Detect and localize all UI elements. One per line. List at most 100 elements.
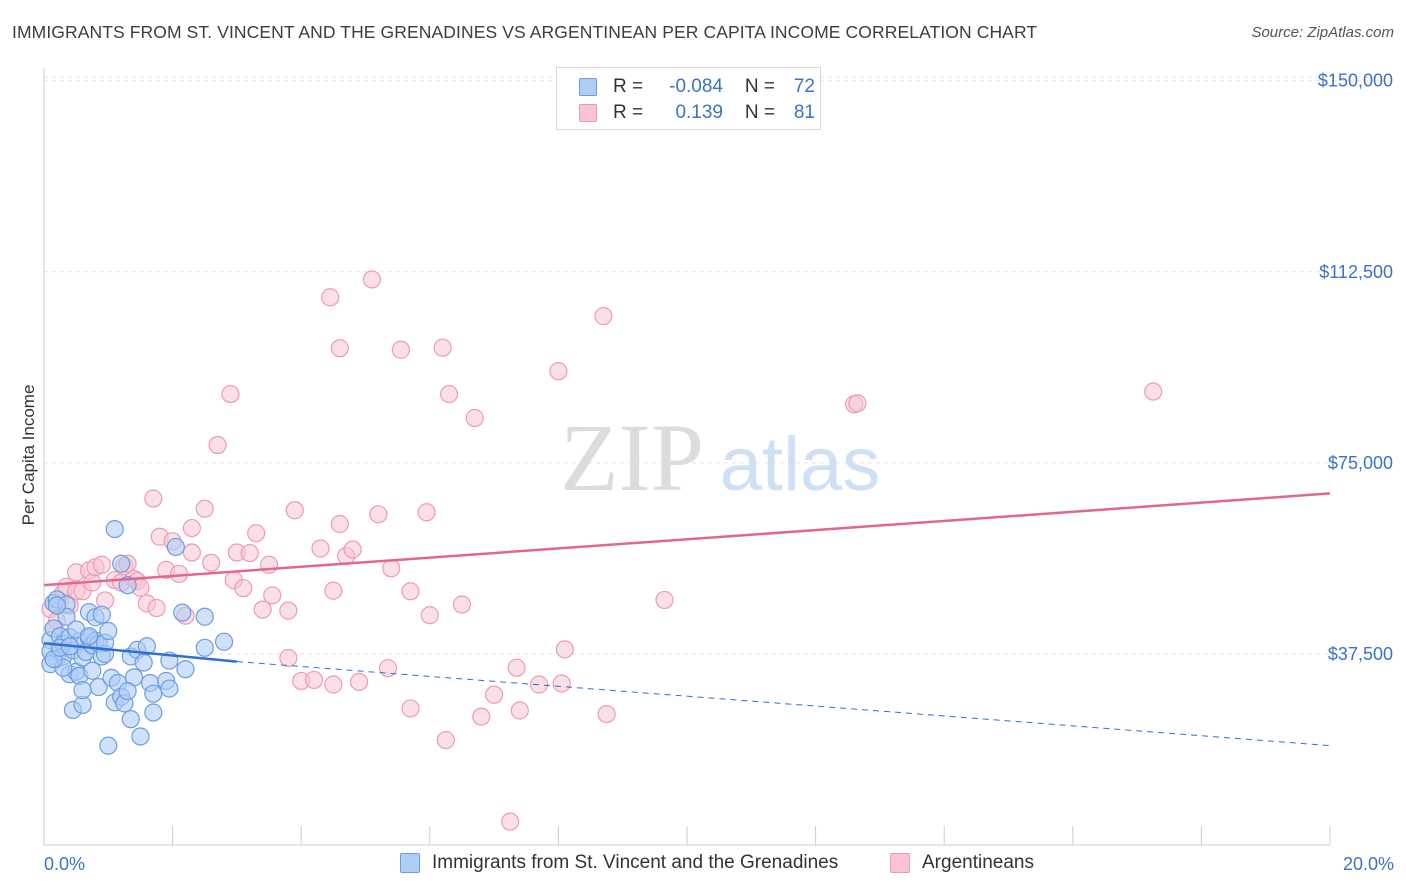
argentineans-point <box>147 598 166 618</box>
argentineans-point <box>401 699 420 718</box>
argentineans-point <box>420 606 439 625</box>
legend-row-blue: R = -0.084 N = 72 <box>579 75 815 99</box>
argentineans-point <box>240 543 259 563</box>
svg-immigrants-points <box>41 519 234 755</box>
argentineans-point <box>472 707 491 726</box>
argentineans-point <box>247 524 266 543</box>
argentineans-point <box>417 503 436 522</box>
argentineans-point <box>234 579 253 598</box>
immigrants-point <box>105 519 124 539</box>
argentineans-point <box>279 601 298 620</box>
y-tick-label: $75,000 <box>1328 453 1393 473</box>
argentineans-point <box>1144 382 1163 401</box>
argentineans-point <box>324 581 343 600</box>
immigrants-point <box>99 621 118 641</box>
series-legend: Immigrants from St. Vincent and the Gren… <box>0 852 1406 876</box>
argentineans-points <box>41 270 1163 831</box>
y-axis-label: Per Capita Income <box>19 385 38 526</box>
argentineans-point <box>501 812 520 831</box>
legend-n-label: N = <box>744 76 775 97</box>
legend-row-pink: R = 0.139 N = 81 <box>579 101 815 125</box>
argentineans-point <box>330 514 349 534</box>
immigrants-point <box>118 682 137 701</box>
immigrants-point <box>112 554 131 573</box>
argentineans-point <box>382 559 401 578</box>
legend-swatch-pink <box>579 104 597 122</box>
y-tick-label: $112,500 <box>1319 262 1393 282</box>
legend-r-label: R = <box>613 102 644 123</box>
argentineans-point <box>311 539 330 558</box>
argentineans-point <box>362 270 382 289</box>
watermark-zip: ZIP <box>560 404 704 511</box>
immigrants-point <box>176 660 195 679</box>
immigrants-point <box>47 596 66 615</box>
argentineans-point <box>465 408 484 428</box>
argentineans-point <box>92 555 111 574</box>
immigrants-point <box>195 607 214 626</box>
argentineans-point <box>285 501 304 520</box>
argentineans-point <box>263 586 282 605</box>
immigrants-point <box>166 537 185 557</box>
argentineans-point <box>321 288 340 307</box>
argentineans-point <box>279 648 298 668</box>
argentineans-point <box>436 730 455 750</box>
source-label: Source: ZipAtlas.com <box>1251 24 1394 41</box>
series-legend-blue[interactable]: Immigrants from St. Vincent and the Gren… <box>400 852 838 874</box>
legend-r-value: 0.139 <box>675 102 723 123</box>
argentineans-point <box>555 640 574 659</box>
legend-r-label: R = <box>613 76 644 97</box>
correlation-legend: R = -0.084 N = 72 R = 0.139 N = 81 <box>556 67 821 130</box>
immigrants-point <box>121 710 140 729</box>
y-tick-labels: $37,500 $75,000 $112,500 $150,000 <box>1318 71 1393 664</box>
immigrants-point <box>160 679 179 698</box>
immigrants-point <box>99 736 118 755</box>
immigrants-point <box>118 576 137 595</box>
argentineans-point <box>182 518 201 538</box>
immigrants-point <box>144 684 163 703</box>
argentineans-point <box>510 701 529 720</box>
series-swatch-blue <box>400 853 420 873</box>
watermark: ZIP atlas <box>560 404 880 511</box>
watermark-atlas: atlas <box>720 422 881 507</box>
argentineans-point <box>182 543 201 562</box>
y-tick-label: $37,500 <box>1328 644 1393 664</box>
argentineans-trend-line <box>43 492 1331 587</box>
grid-lines <box>44 76 1396 655</box>
legend-n-value: 81 <box>793 102 815 123</box>
argentineans-point <box>324 675 343 694</box>
argentineans-point <box>848 394 867 413</box>
immigrants-point <box>79 626 99 646</box>
immigrants-point <box>144 703 163 722</box>
immigrants-point <box>137 637 156 656</box>
x-tick-min: 0.0% <box>44 854 85 874</box>
argentineans-point <box>530 675 549 694</box>
argentineans-point <box>391 340 410 359</box>
legend-n-value: 72 <box>793 76 815 97</box>
argentineans-point <box>304 670 324 690</box>
trend-lines <box>43 492 1331 747</box>
argentineans-point <box>597 704 616 724</box>
immigrants-point <box>131 727 150 746</box>
argentineans-point <box>507 658 526 677</box>
argentineans-point <box>330 339 349 358</box>
x-tick-max: 20.0% <box>1343 854 1394 874</box>
series-swatch-pink <box>890 853 910 873</box>
immigrants-point <box>92 605 111 624</box>
immigrants-trend-extension <box>236 661 1331 747</box>
argentineans-point <box>195 499 214 518</box>
argentineans-point <box>594 307 613 326</box>
series-name-pink: Argentineans <box>922 852 1034 873</box>
immigrants-trend-line <box>43 641 238 663</box>
argentineans-point <box>439 384 459 404</box>
argentineans-point <box>144 489 163 508</box>
argentineans-point <box>552 674 571 693</box>
legend-r-value: -0.084 <box>669 76 723 97</box>
argentineans-point <box>549 362 568 381</box>
immigrants-point <box>195 638 214 657</box>
immigrants-point <box>173 603 192 622</box>
series-name-blue: Immigrants from St. Vincent and the Gren… <box>432 852 839 873</box>
argentineans-point <box>401 582 420 601</box>
legend-n-label: N = <box>744 102 775 123</box>
argentineans-point <box>655 590 674 610</box>
series-legend-pink[interactable]: Argentineans <box>890 852 1034 874</box>
